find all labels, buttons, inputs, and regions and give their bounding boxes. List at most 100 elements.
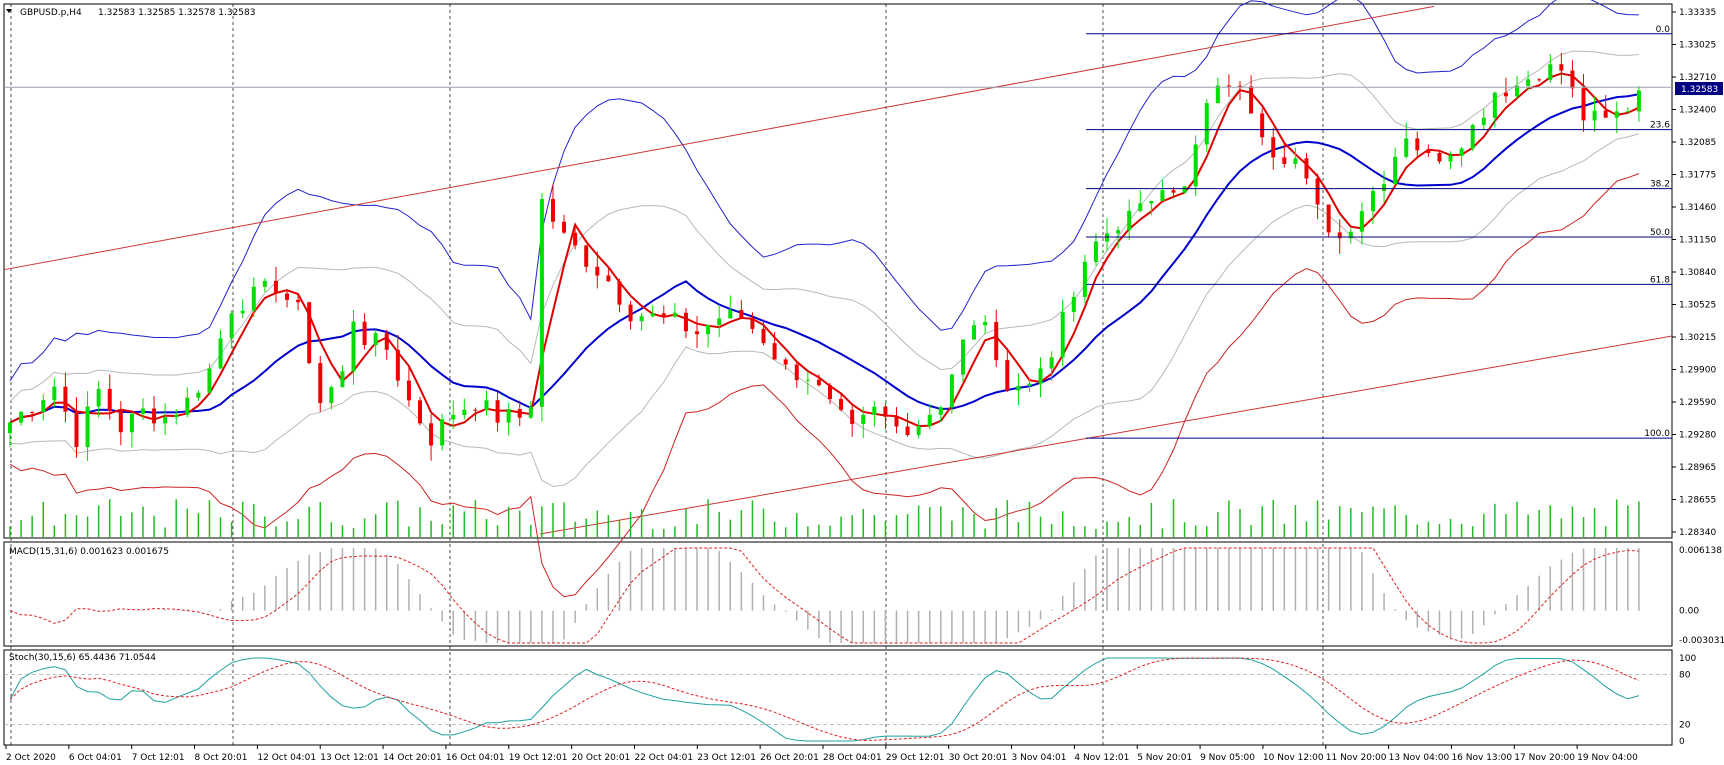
macd-axis-label: 0.00 <box>1679 607 1699 617</box>
candle-body <box>318 363 323 404</box>
candle-body <box>1138 203 1143 211</box>
candle-body <box>972 325 977 340</box>
candle-body <box>661 313 666 317</box>
macd-axis-label: -0.003031 <box>1679 636 1724 646</box>
candle-body <box>152 408 157 424</box>
candle-body <box>118 411 123 433</box>
candle-body <box>1370 190 1375 212</box>
candle-body <box>861 414 866 424</box>
macd-title: MACD(15,31,6) 0.001623 0.001675 <box>9 547 169 557</box>
candle-body <box>595 266 600 276</box>
price-axis-label: 1.31150 <box>1679 236 1716 246</box>
candle-body <box>1492 92 1497 118</box>
time-axis-label: 26 Oct 20:01 <box>760 753 819 763</box>
price-axis-label: 1.28340 <box>1679 528 1716 538</box>
slow-ma-line <box>9 93 1640 424</box>
candle-body <box>1016 385 1021 391</box>
candle-body <box>983 321 988 326</box>
price-axis-label: 1.33025 <box>1679 41 1716 51</box>
channel-lower-line <box>539 335 1673 535</box>
candle-body <box>1249 86 1254 114</box>
time-axis-label: 11 Nov 20:00 <box>1326 753 1387 763</box>
price-axis-label: 1.29280 <box>1679 431 1716 441</box>
volume-bars <box>9 499 1640 537</box>
candle-body <box>296 299 301 303</box>
stoch-axis-label: 80 <box>1679 671 1691 681</box>
candle-body <box>1005 360 1010 391</box>
candle-body <box>1116 230 1121 234</box>
candle-body <box>1293 158 1298 164</box>
candle-body <box>1260 113 1265 138</box>
candle-body <box>41 400 46 413</box>
time-axis-label: 17 Nov 20:00 <box>1514 753 1575 763</box>
candle-body <box>905 426 910 436</box>
candle-body <box>1304 158 1309 179</box>
candle-body <box>285 293 290 300</box>
candle-body <box>672 312 677 317</box>
candle-body <box>229 313 234 339</box>
candle-body <box>107 388 112 412</box>
candle-body <box>1182 186 1187 193</box>
menu-triangle-icon[interactable] <box>6 9 12 13</box>
fib-level-label: 0.0 <box>1656 25 1671 35</box>
candle-body <box>451 414 456 420</box>
stoch-axis-label: 0 <box>1679 737 1685 747</box>
candle-body <box>550 199 555 222</box>
candle-body <box>1027 383 1032 386</box>
lower-band-line <box>9 173 1640 598</box>
stoch-axis-label: 100 <box>1679 654 1696 664</box>
candle-body <box>52 386 57 401</box>
candle-body <box>462 409 467 415</box>
candle-body <box>429 423 434 446</box>
candle-body <box>1603 110 1608 118</box>
lower-inner-band-line <box>9 133 1640 487</box>
macd-panel <box>9 547 1640 644</box>
candle-body <box>949 374 954 408</box>
candle-body <box>706 325 711 335</box>
candle-body <box>384 333 389 350</box>
price-axis-label: 1.28965 <box>1679 463 1716 473</box>
candle-body <box>717 318 722 326</box>
candle-body <box>816 379 821 386</box>
price-axis-label: 1.32085 <box>1679 138 1716 148</box>
candle-body <box>140 408 145 414</box>
candle-body <box>927 414 932 427</box>
candle-body <box>1127 210 1132 231</box>
candle-body <box>839 399 844 410</box>
time-axis-label: 30 Oct 20:01 <box>949 753 1008 763</box>
candle-body <box>683 312 688 332</box>
time-axis-label: 22 Oct 04:01 <box>634 753 693 763</box>
candle-body <box>63 386 68 412</box>
current-price-label: 1.32583 <box>1681 85 1718 95</box>
time-axis-label: 3 Nov 04:01 <box>1012 753 1067 763</box>
candle-body <box>1226 85 1231 87</box>
candle-body <box>340 371 345 388</box>
candle-body <box>174 414 179 418</box>
macd-panel-border <box>3 541 1673 647</box>
candle-body <box>1515 85 1520 97</box>
candle-body <box>262 280 267 287</box>
upper-band-line <box>9 0 1639 382</box>
candle-body <box>351 321 356 372</box>
candle-body <box>1382 184 1387 191</box>
candle-body <box>1160 190 1165 201</box>
candle-body <box>1337 232 1342 239</box>
candle-body <box>1038 368 1043 384</box>
candle-body <box>1581 88 1586 121</box>
time-axis-label: 16 Oct 04:01 <box>446 753 505 763</box>
candle-body <box>1592 110 1597 121</box>
candle-body <box>373 333 378 346</box>
candle-body <box>794 364 799 381</box>
candle-body <box>805 379 810 381</box>
candlesticks[interactable] <box>8 52 1641 462</box>
time-axis-label: 12 Oct 04:01 <box>257 753 316 763</box>
fibonacci-levels[interactable]: 0.0 23.6 38.2 50.0 61.8 100.0 <box>4 25 1672 439</box>
time-axis-label: 9 Nov 05:00 <box>1200 753 1255 763</box>
candle-body <box>994 321 999 361</box>
candle-body <box>1315 178 1320 205</box>
price-axis-label: 1.30840 <box>1679 268 1716 278</box>
candle-body <box>440 419 445 446</box>
candle-body <box>606 275 611 282</box>
time-axis-label: 19 Nov 04:00 <box>1577 753 1638 763</box>
